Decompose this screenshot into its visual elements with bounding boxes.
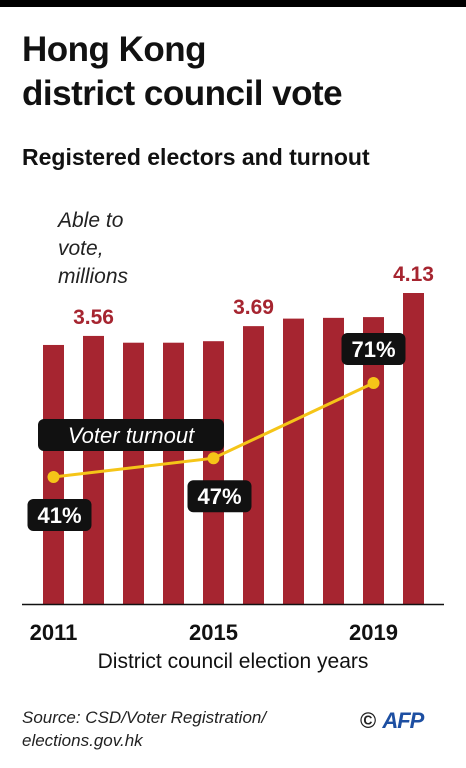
turnout-point xyxy=(47,471,60,483)
y-axis-label-line: Able to xyxy=(58,209,124,232)
turnout-value-label: 47% xyxy=(197,484,241,509)
source-line-2: elections.gov.hk xyxy=(22,731,143,750)
turnout-value-label-bg xyxy=(341,333,406,365)
page-title: Hong Kong district council vote xyxy=(22,28,343,116)
bar-data-label: 3.56 xyxy=(73,306,114,329)
x-tick-label: 2015 xyxy=(189,620,238,645)
bar xyxy=(243,326,264,604)
turnout-value-label: 71% xyxy=(351,337,395,362)
bar xyxy=(283,318,304,604)
x-tick-label: 2011 xyxy=(30,620,78,645)
turnout-value-label-bg xyxy=(187,480,252,513)
title-line-1: Hong Kong xyxy=(22,30,207,69)
bar xyxy=(203,341,224,604)
copyright-symbol: © xyxy=(360,708,377,733)
x-tick-label: 2019 xyxy=(349,620,398,645)
source-line-1: Source: CSD/Voter Registration/ xyxy=(22,708,267,727)
turnout-value-label: 41% xyxy=(37,503,81,528)
bar-data-label: 4.13 xyxy=(393,263,434,286)
source-note: Source: CSD/Voter Registration/ election… xyxy=(22,706,266,752)
y-axis-label-line: vote, xyxy=(58,237,104,260)
title-line-2: district council vote xyxy=(22,74,343,113)
afp-logo: AFP xyxy=(382,708,424,733)
bar xyxy=(323,317,344,604)
credit: © AFP xyxy=(360,708,424,734)
bar xyxy=(83,335,104,604)
bar-data-label: 3.69 xyxy=(233,296,274,319)
series-label-turnout-bg xyxy=(38,419,224,451)
turnout-value-label-bg xyxy=(27,499,92,531)
bar xyxy=(123,342,144,604)
turnout-point xyxy=(207,452,220,465)
bar xyxy=(363,317,384,604)
top-rule xyxy=(0,0,466,7)
chart-subtitle: Registered electors and turnout xyxy=(22,144,370,170)
x-axis-title: District council election years xyxy=(97,650,369,673)
turnout-point xyxy=(367,377,380,389)
y-axis-label-line: millions xyxy=(58,265,129,288)
bar xyxy=(403,293,424,604)
bar xyxy=(163,342,184,604)
y-axis-label: Able to vote, millions xyxy=(58,207,128,291)
series-label-turnout: Voter turnout xyxy=(68,423,195,448)
